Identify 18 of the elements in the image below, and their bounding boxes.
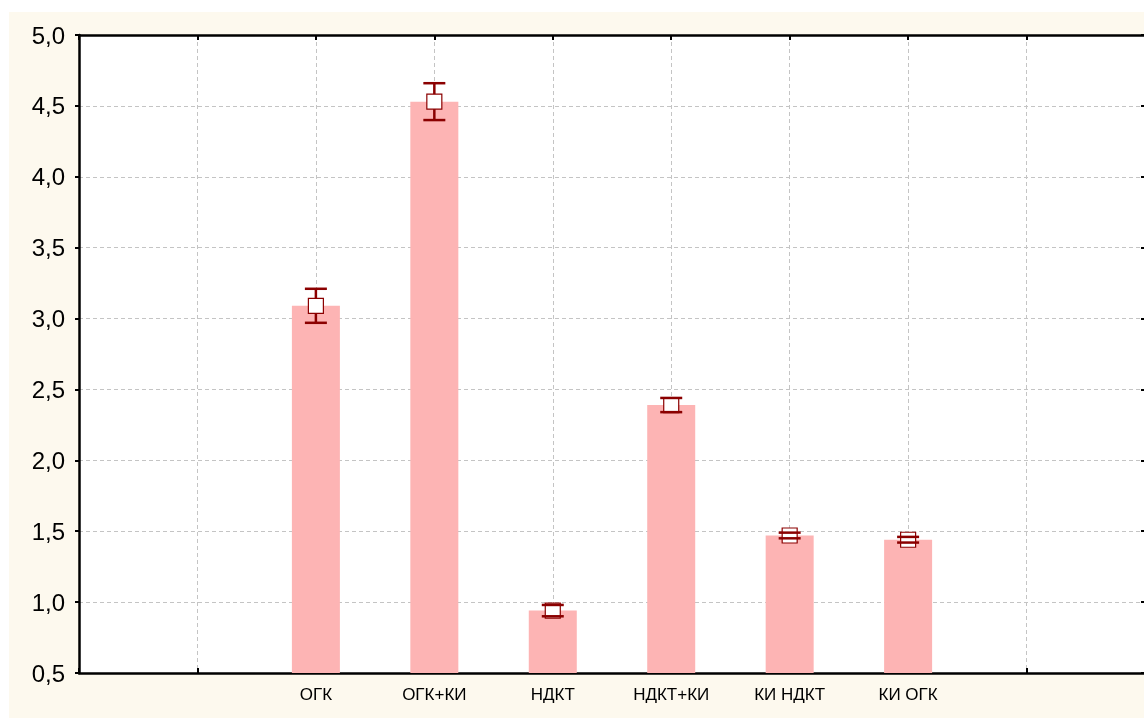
y-tick-label: 1,5 xyxy=(31,517,65,545)
point xyxy=(426,93,443,110)
point xyxy=(307,297,324,314)
y-tick-label: 4,5 xyxy=(31,92,65,120)
x-tick-label: НДКТ xyxy=(530,685,575,704)
y-tick-label: 3,5 xyxy=(31,234,65,262)
y-tick-label: 2,5 xyxy=(31,375,65,403)
y-tick-label: 1,0 xyxy=(31,588,65,616)
y-tick-label: 4,0 xyxy=(31,163,65,191)
x-tick-label: НДКТ+КИ xyxy=(633,685,710,704)
y-tick-label: 3,0 xyxy=(31,305,65,333)
y-tick-label: 2,0 xyxy=(31,446,65,474)
y-tick-label: 0,5 xyxy=(31,659,65,687)
x-tick-label: ОГК xyxy=(299,685,333,704)
x-tick-label: ОГК+КИ xyxy=(402,685,467,704)
x-tick-label: КИ ОГК xyxy=(878,685,938,704)
y-tick-label: 5,0 xyxy=(31,21,65,49)
x-tick-label: КИ НДКТ xyxy=(754,685,826,704)
